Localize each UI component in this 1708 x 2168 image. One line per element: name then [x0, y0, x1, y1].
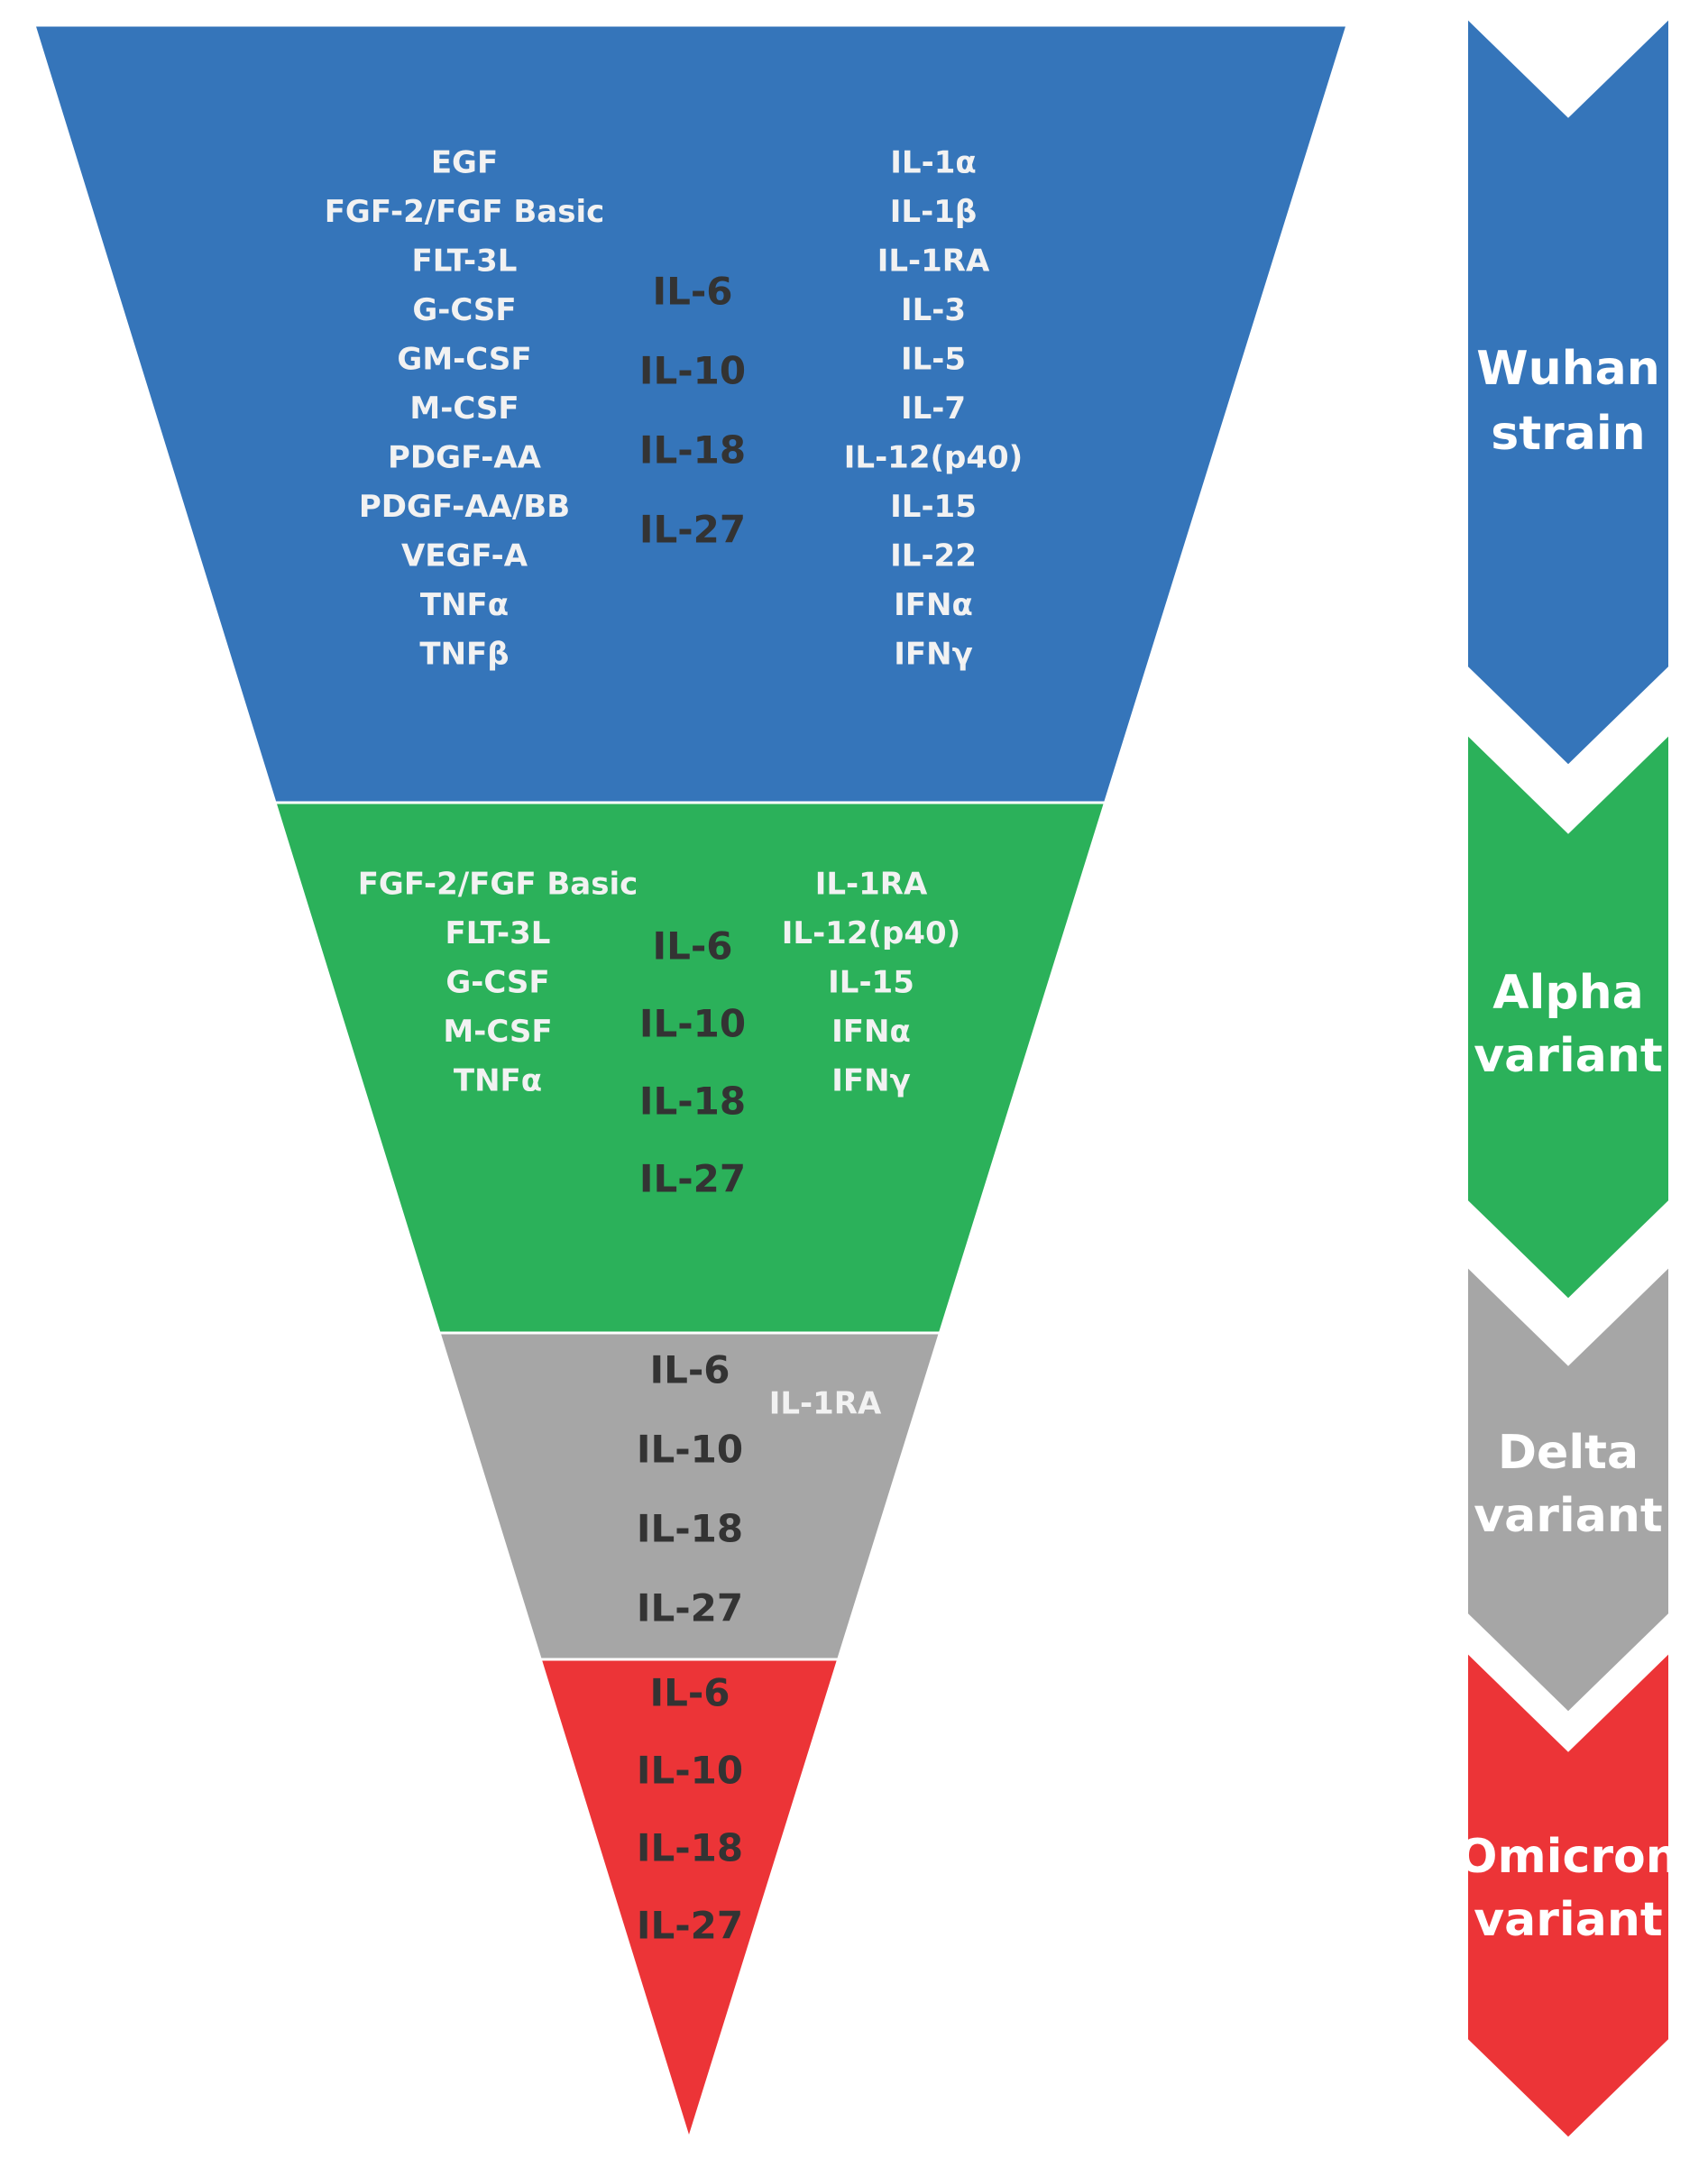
arrow-delta-shape [1465, 1260, 1672, 1716]
variant-timeline-arrows: WuhanstrainAlphavariantDeltavariantOmicr… [1457, 12, 1679, 2142]
tier-wuhan-left-cytokine: FLT-3L [412, 243, 518, 280]
tier-wuhan-right-cytokine: IFNα [894, 587, 973, 623]
tier-wuhan-right-cytokine: IL-5 [901, 342, 966, 378]
tier-alpha-left-cytokine: M-CSF [443, 1014, 552, 1050]
tier-alpha-left-cytokine: FGF-2/FGF Basic [358, 867, 638, 903]
tier-wuhan-left-cytokine: PDGF-AA [388, 440, 542, 476]
tier-wuhan-core-cytokine: IL-6 [652, 270, 732, 314]
tier-delta-core-cytokine: IL-27 [637, 1586, 743, 1631]
tier-wuhan: EGF FGF-2/FGF Basic FLT-3L G-CSF GM-CSF M-CSF… [32, 23, 1350, 804]
tier-alpha-right-cytokine: IL-1RA [815, 867, 928, 903]
tier-wuhan-right-cytokine: IL-1RA [877, 243, 990, 280]
funnel: EGF FGF-2/FGF Basic FLT-3L G-CSF GM-CSF M-CSF… [32, 23, 1350, 2145]
tier-alpha-core-cytokine: IL-6 [652, 924, 732, 969]
tier-wuhan-right-cytokine: IL-3 [901, 292, 966, 328]
tier-alpha-right-cytokine: IFNα [831, 1014, 911, 1050]
tier-omicron-core-cytokine: IL-10 [637, 1749, 743, 1793]
tier-alpha-left-cytokine: TNFα [454, 1063, 542, 1099]
arrow-omicron: Omicron variant [1457, 1646, 1679, 2142]
tier-wuhan-right-cytokine: IL-12(p40) [844, 440, 1023, 476]
arrow-alpha-label: variant [1474, 1029, 1662, 1083]
tier-wuhan-left-cytokine: GM-CSF [397, 342, 531, 378]
tier-delta: IL-6 IL-10 IL-18 IL-27 IL-1RA [437, 1331, 942, 1661]
arrow-wuhan-label: Wuhan [1476, 342, 1660, 396]
arrow-delta-label: Delta [1498, 1426, 1639, 1480]
tier-wuhan-left-cytokine: M-CSF [409, 390, 519, 427]
tier-delta-core-cytokine: IL-6 [649, 1348, 730, 1392]
tier-alpha: FGF-2/FGF Basic FLT-3L G-CSF M-CSF TNFα IL-6 I… [272, 801, 1107, 1335]
tier-wuhan-left-cytokine: TNFβ [419, 637, 509, 673]
tier-delta-core-cytokine: IL-10 [637, 1428, 743, 1472]
arrow-alpha: Alpha variant [1465, 728, 1672, 1303]
tier-wuhan-left-cytokine: PDGF-AA/BB [359, 489, 570, 525]
tier-alpha-right-cytokine: IL-15 [828, 965, 914, 1001]
tier-delta-right-cytokine: IL-1RA [769, 1386, 882, 1422]
tier-wuhan-left-cytokine: FGF-2/FGF Basic [325, 194, 605, 230]
tier-wuhan-right-cytokine: IL-7 [901, 390, 966, 427]
tier-alpha-left-cytokine: G-CSF [445, 965, 549, 1001]
tier-wuhan-right-cytokine: IFNγ [894, 637, 973, 673]
tier-wuhan-left-cytokine: TNFα [420, 587, 509, 623]
tier-wuhan-right-cytokine: IL-1α [890, 145, 976, 181]
tier-wuhan-right-cytokine: IL-22 [890, 538, 977, 574]
tier-alpha-core-cytokine: IL-27 [639, 1157, 746, 1201]
tier-wuhan-core-cytokine: IL-27 [639, 508, 746, 552]
tier-wuhan-right-cytokine: IL-15 [890, 489, 977, 525]
tier-wuhan-left-cytokine: G-CSF [412, 292, 516, 328]
arrow-wuhan: Wuhan strain [1465, 12, 1672, 769]
arrow-omicron-label: variant [1474, 1893, 1662, 1947]
tier-wuhan-core-cytokine: IL-10 [639, 349, 746, 393]
tier-delta-core-cytokine: IL-18 [637, 1507, 743, 1551]
tier-omicron-core-cytokine: IL-18 [637, 1826, 743, 1870]
tier-wuhan-right-cytokine: IL-1β [890, 194, 977, 230]
tier-alpha-core-cytokine: IL-18 [639, 1079, 746, 1124]
tier-omicron-core-cytokine: IL-27 [637, 1904, 743, 1948]
tier-alpha-right-cytokine: IL-12(p40) [782, 915, 960, 951]
tier-wuhan-left-cytokine: EGF [431, 145, 498, 181]
tier-wuhan-core-cytokine: IL-18 [639, 428, 746, 473]
arrow-wuhan-label: strain [1491, 407, 1645, 461]
tier-alpha-left-cytokine: FLT-3L [445, 915, 551, 951]
arrow-delta: Delta variant [1465, 1260, 1672, 1716]
arrow-delta-label: variant [1474, 1489, 1662, 1543]
tier-omicron-band [538, 1658, 840, 2145]
tier-omicron-core-cytokine: IL-6 [649, 1671, 730, 1715]
arrow-omicron-shape [1465, 1646, 1672, 2142]
tier-wuhan-band [32, 23, 1350, 804]
arrow-alpha-label: Alpha [1492, 966, 1643, 1020]
tier-wuhan-left-cytokine: VEGF-A [401, 538, 528, 574]
arrow-alpha-shape [1465, 728, 1672, 1303]
arrow-omicron-label: Omicron [1457, 1830, 1678, 1884]
tier-alpha-core-cytokine: IL-10 [639, 1002, 746, 1046]
tier-alpha-right-cytokine: IFNγ [831, 1063, 911, 1099]
arrow-wuhan-shape [1465, 12, 1672, 769]
tier-omicron: IL-6 IL-10 IL-18 IL-27 [538, 1658, 840, 2145]
